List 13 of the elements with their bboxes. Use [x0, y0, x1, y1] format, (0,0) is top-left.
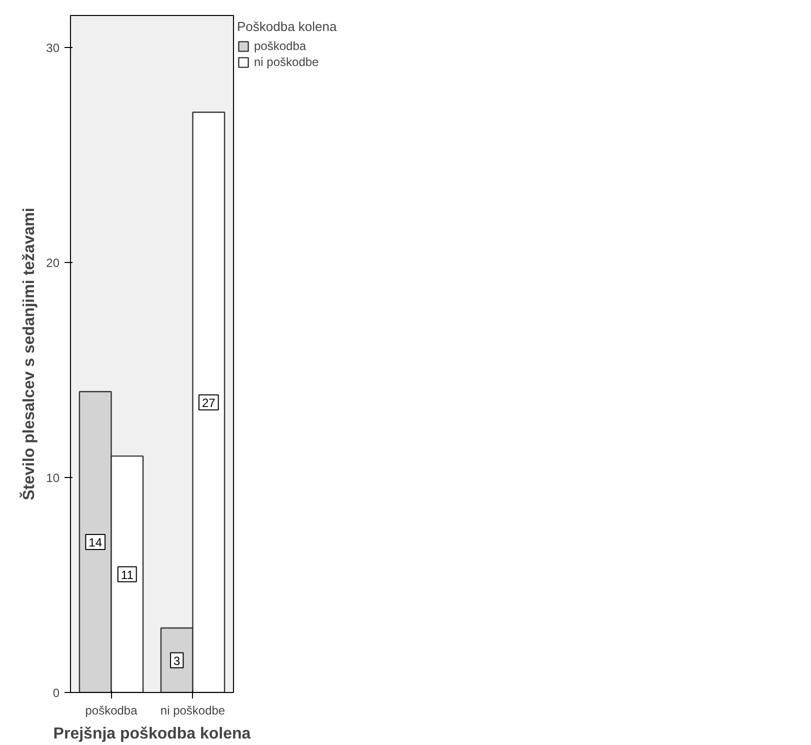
y-tick-label: 30 — [46, 41, 60, 56]
legend-label: poškodba — [254, 39, 306, 53]
data-label: 11 — [120, 568, 134, 582]
y-axis-title: Število plesalcev s sedanjimi težavami — [19, 208, 38, 500]
data-label: 14 — [88, 536, 102, 550]
x-axis-title: Prejšnja poškodba kolena — [53, 726, 251, 742]
legend-label: ni poškodbe — [254, 55, 319, 69]
data-label: 27 — [202, 396, 216, 410]
y-tick-label: 0 — [52, 686, 60, 700]
legend-title: Poškodba kolena — [237, 19, 337, 34]
y-tick-label: 20 — [46, 256, 60, 270]
y-tick-label: 10 — [46, 471, 60, 486]
data-label: 3 — [174, 654, 181, 668]
